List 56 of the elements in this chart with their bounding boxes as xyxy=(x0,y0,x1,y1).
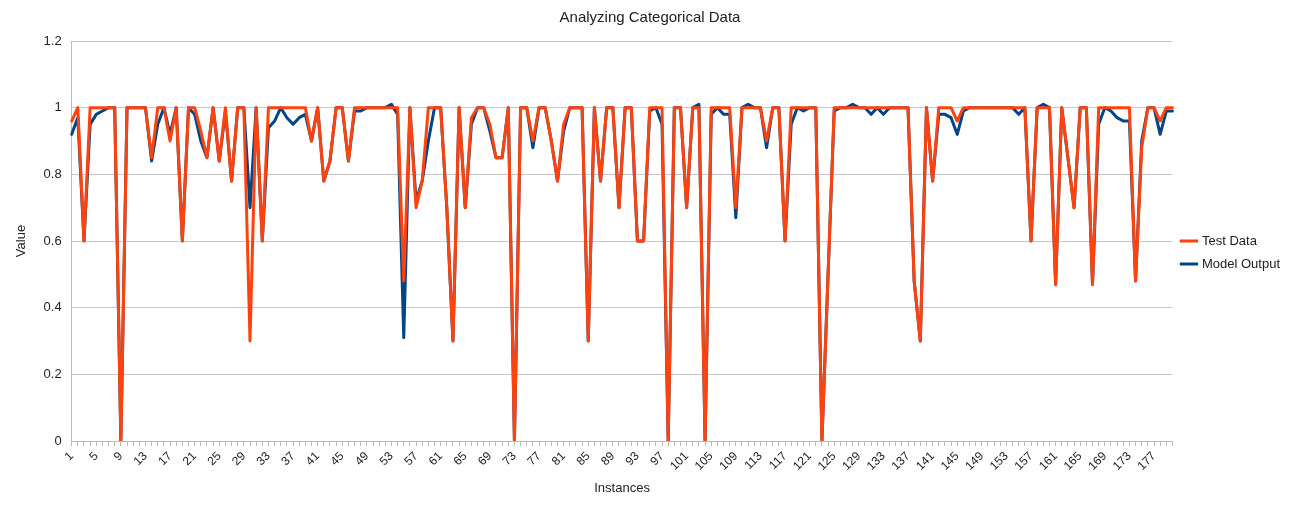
x-tick-label: 37 xyxy=(278,448,298,469)
x-tick-label: 169 xyxy=(1085,448,1110,473)
x-tick-label: 121 xyxy=(790,448,815,473)
legend-label: Test Data xyxy=(1201,232,1258,248)
y-tick-label: 1.2 xyxy=(43,32,62,48)
x-tick-label: 133 xyxy=(863,448,889,473)
x-tick-label: 77 xyxy=(524,448,544,469)
y-tick-label: 0.6 xyxy=(43,232,62,248)
legend-label: Model Output xyxy=(1201,255,1281,271)
x-tick-label: 45 xyxy=(327,448,347,469)
x-tick-label: 81 xyxy=(548,448,569,469)
x-tick-label: 13 xyxy=(130,448,151,469)
x-tick-label: 113 xyxy=(741,448,766,473)
x-tick-label: 9 xyxy=(110,448,126,464)
x-tick-label: 49 xyxy=(351,448,372,469)
x-tick-label: 101 xyxy=(667,448,692,473)
x-tick-label: 145 xyxy=(937,448,962,473)
x-tick-label: 65 xyxy=(450,448,470,469)
x-tick-label: 73 xyxy=(499,448,520,469)
x-tick-label: 137 xyxy=(888,448,913,473)
x-tick-label: 89 xyxy=(597,448,618,469)
x-axis-title: Instances xyxy=(594,479,651,495)
x-tick-label: 61 xyxy=(425,448,446,469)
x-tick-label: 25 xyxy=(204,448,224,469)
y-tick-label: 0 xyxy=(54,432,62,448)
x-tick-label: 141 xyxy=(913,448,938,473)
x-tick-label: 97 xyxy=(647,448,667,469)
x-tick-label: 21 xyxy=(179,448,200,469)
x-tick-label: 105 xyxy=(691,448,716,473)
x-tick-label: 93 xyxy=(622,448,643,469)
x-tick-label: 69 xyxy=(474,448,495,469)
x-tick-label: 109 xyxy=(716,448,741,473)
x-tick-label: 173 xyxy=(1109,448,1135,473)
x-tick-label: 161 xyxy=(1036,448,1061,473)
x-tick-label: 41 xyxy=(302,448,323,469)
chart-title: Analyzing Categorical Data xyxy=(559,8,742,26)
x-tick-label: 177 xyxy=(1134,448,1159,473)
x-tick-label: 29 xyxy=(228,448,249,469)
y-tick-label: 0.2 xyxy=(43,365,62,381)
x-tick-label: 85 xyxy=(573,448,593,469)
y-tick-label: 0.4 xyxy=(43,299,62,315)
x-tick-label: 149 xyxy=(962,448,987,473)
y-tick-label: 1 xyxy=(54,99,62,115)
x-tick-label: 33 xyxy=(253,448,274,469)
x-tick-label: 17 xyxy=(155,448,175,469)
x-tick-label: 153 xyxy=(986,448,1012,473)
x-tick-label: 125 xyxy=(814,448,839,473)
x-tick-label: 5 xyxy=(86,448,101,464)
x-tick-label: 165 xyxy=(1060,448,1085,473)
x-tick-label: 129 xyxy=(839,448,864,473)
y-tick-label: 0.8 xyxy=(43,165,62,181)
x-tick-label: 157 xyxy=(1011,448,1036,473)
x-tick-label: 57 xyxy=(401,448,421,469)
y-axis-title: Value xyxy=(13,224,29,258)
x-tick-label: 53 xyxy=(376,448,397,469)
x-tick-label: 117 xyxy=(766,448,790,473)
